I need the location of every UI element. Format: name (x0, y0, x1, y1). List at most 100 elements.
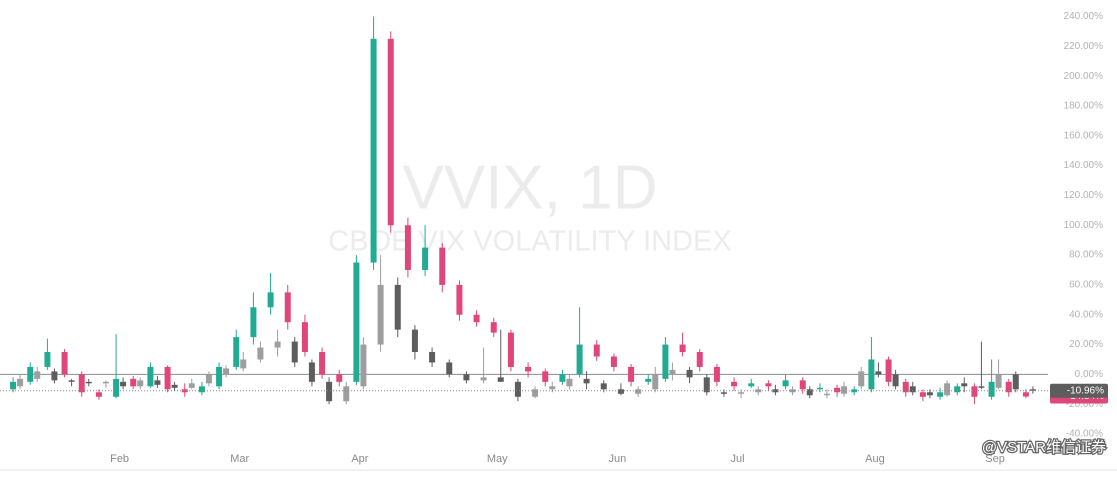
candle-body (429, 352, 436, 363)
candle-body (497, 377, 504, 382)
watermark-title: VVIX, 1D (403, 153, 658, 222)
y-tick-label: 80.00% (1069, 250, 1103, 261)
last-value-box (1050, 383, 1108, 398)
candle-body (1005, 381, 1012, 393)
candle-body (216, 366, 223, 387)
candle-body (841, 386, 848, 394)
y-tick-label: 200.00% (1064, 71, 1104, 82)
candle-body (326, 381, 333, 402)
y-tick-label: 240.00% (1064, 11, 1104, 22)
candle-body (679, 344, 686, 353)
candle-body (532, 389, 539, 397)
candle-body (147, 366, 154, 387)
candle-body (274, 341, 281, 348)
candle-body (617, 389, 624, 394)
candle-body (301, 322, 308, 353)
candle-body (816, 387, 823, 390)
candle-body (137, 380, 144, 387)
candle-body (559, 374, 566, 382)
candle-body (102, 381, 109, 384)
candle-body (919, 392, 926, 397)
y-tick-label: -20.00% (1066, 399, 1103, 410)
candle-body (507, 332, 514, 367)
y-tick-label: 100.00% (1064, 220, 1104, 231)
candle-body (188, 383, 195, 388)
candle-body (95, 392, 102, 397)
candle-body (806, 389, 813, 396)
candle-body (68, 380, 75, 382)
candle-body (353, 262, 360, 382)
candle-body (576, 344, 583, 375)
y-tick-label: 20.00% (1069, 339, 1103, 350)
candle-body (600, 383, 607, 390)
candle-body (703, 377, 710, 393)
x-tick-label: Jul (731, 453, 745, 465)
candle-body (61, 352, 68, 375)
candle-body (233, 337, 240, 367)
candle-body (686, 369, 693, 378)
candle-body (490, 322, 497, 333)
candle-body (731, 381, 738, 387)
y-tick-label: 140.00% (1064, 160, 1104, 171)
candle-body (120, 381, 127, 387)
candle-body (473, 314, 480, 323)
candle-body (909, 386, 916, 393)
candle-body (738, 392, 745, 394)
candle-body (902, 381, 909, 393)
y-tick-label: -40.00% (1066, 429, 1103, 440)
candle-body (566, 378, 573, 387)
candle-body (377, 284, 384, 345)
candle-body (583, 378, 590, 384)
candle-body (422, 247, 429, 270)
candle-body (937, 392, 944, 397)
candle-body (446, 362, 453, 375)
candle-body (988, 381, 995, 397)
candle-body (834, 387, 841, 393)
candle-body (748, 383, 755, 387)
candle-body (154, 380, 161, 385)
candle-body (336, 374, 343, 382)
candle-body (696, 352, 703, 367)
x-tick-label: Sep (985, 453, 1005, 465)
candle-body (1022, 392, 1029, 397)
candle-body (240, 359, 247, 369)
candle-body (343, 386, 350, 402)
y-tick-label: 220.00% (1064, 41, 1104, 52)
candle-body (284, 292, 291, 323)
candle-body (875, 371, 882, 375)
candle-body (971, 386, 978, 397)
candle-body (387, 38, 394, 226)
candle-body (645, 378, 652, 382)
x-tick-label: Mar (230, 453, 249, 465)
candle-body (765, 383, 772, 387)
watermark-subtitle: CBOE VIX VOLATILITY INDEX (328, 226, 731, 258)
y-tick-label: 160.00% (1064, 130, 1104, 141)
candle-body (868, 359, 875, 390)
x-tick-label: May (487, 453, 508, 465)
candle-body (291, 341, 298, 363)
candle-body (257, 347, 264, 360)
candle-body (858, 371, 865, 387)
candle-body (130, 378, 137, 387)
plot: -40.00% -20.00% 0.00% 20.00% 40.00% 60.00% 80.… (0, 11, 1108, 465)
candle-body (961, 383, 968, 387)
candle-body (480, 377, 487, 381)
candle-body (851, 389, 858, 393)
candle-body (205, 374, 212, 384)
candle-body (51, 371, 58, 381)
candle-body (995, 374, 1002, 388)
candle-body (823, 393, 830, 396)
candle-body (799, 380, 806, 390)
candle-body (34, 371, 41, 379)
source-watermark: @VSTAR维信证券 (982, 439, 1106, 456)
candle-body (308, 362, 315, 382)
candle-body (439, 247, 446, 285)
candle-body (1029, 389, 1036, 391)
candle-body (404, 225, 411, 270)
candle-body (954, 386, 961, 393)
candle-body (669, 369, 676, 375)
candle-body (78, 374, 85, 393)
candle-body (250, 307, 257, 338)
candle-body (652, 374, 659, 390)
candle-body (181, 389, 188, 393)
